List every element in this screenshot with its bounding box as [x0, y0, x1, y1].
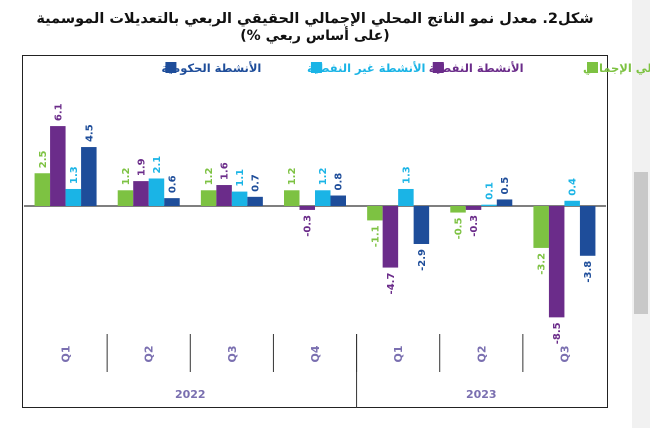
bar-value-label: -0.3	[469, 215, 480, 237]
bar	[50, 126, 66, 206]
bar	[65, 188, 82, 206]
x-tick-label: Q4	[309, 345, 322, 362]
bar-value-label: 1.2	[318, 168, 329, 186]
bar-value-label: 1.6	[220, 162, 231, 180]
bar-value-label: 0.1	[485, 182, 496, 200]
legend-swatch	[432, 62, 444, 73]
bar-value-label: 1.3	[69, 166, 80, 184]
bar-value-label: 1.3	[401, 166, 412, 184]
bar-value-label: 0.6	[167, 175, 178, 193]
bar-value-label: 2.1	[152, 156, 163, 174]
bar	[496, 199, 513, 206]
bar	[465, 206, 482, 210]
bar-value-label: 0.5	[500, 177, 511, 195]
bar	[548, 206, 565, 318]
bar-value-label: -0.5	[454, 218, 465, 240]
legend-label: الناتج المحلي الإجمالي	[583, 61, 650, 75]
bar-value-label: -3.8	[583, 261, 594, 283]
x-tick-label: Q1	[60, 345, 73, 362]
bar	[34, 173, 51, 206]
bar	[148, 178, 165, 206]
bar-value-label: -0.3	[303, 215, 314, 237]
legend-label: الأنشطة النفطية	[429, 61, 524, 75]
x-tick-label: Q2	[475, 345, 488, 362]
bar	[481, 204, 497, 206]
bar	[284, 190, 300, 206]
x-tick-label: Q3	[558, 345, 571, 362]
bar	[133, 181, 149, 206]
bar-value-label: 1.1	[235, 169, 246, 187]
bar	[299, 206, 315, 210]
bar	[247, 196, 263, 206]
x-tick-label: Q1	[392, 345, 405, 362]
year-group-label: 2022	[175, 388, 206, 401]
bar-value-label: 4.5	[84, 124, 95, 142]
bar	[450, 206, 466, 213]
chart-frame	[22, 55, 608, 408]
bar	[367, 206, 383, 221]
bar-value-label: 1.9	[136, 158, 147, 176]
bar	[200, 190, 217, 206]
bar	[398, 188, 414, 206]
x-tick-label: Q3	[226, 345, 239, 362]
bar-value-label: -3.2	[537, 253, 548, 275]
bar	[330, 195, 346, 206]
year-group-label: 2023	[466, 388, 497, 401]
bar-value-label: -4.7	[386, 273, 397, 295]
scrollbar-thumb[interactable]	[634, 172, 648, 314]
bar-value-label: 1.2	[287, 168, 298, 186]
bar	[231, 191, 248, 206]
bar	[216, 185, 232, 206]
bar-value-label: 1.2	[204, 168, 215, 186]
bar-value-label: 0.7	[251, 174, 262, 192]
bar	[117, 190, 134, 206]
chart-title: شكل2. معدل نمو الناتج المحلي الإجمالي ال…	[36, 11, 594, 27]
bar-value-label: 2.5	[38, 150, 49, 168]
bar	[81, 147, 97, 206]
legend-swatch	[587, 62, 598, 73]
bar-value-label: -2.9	[417, 249, 428, 271]
legend-swatch	[165, 62, 177, 73]
bar	[164, 198, 180, 206]
bar	[315, 190, 331, 206]
bar-value-label: 6.1	[53, 103, 64, 121]
legend-label: الأنشطة الحكومية	[161, 61, 261, 76]
bar-value-label: 0.4	[568, 178, 579, 196]
x-tick-label: Q2	[143, 345, 156, 362]
chart-subtitle: (على أساس ربعي %)	[240, 28, 390, 44]
bar	[579, 206, 596, 256]
bar-value-label: 0.8	[334, 173, 345, 191]
bar	[533, 206, 549, 248]
bar-value-label: 1.2	[121, 168, 132, 186]
bar-value-label: -1.1	[370, 225, 381, 247]
legend-label: الأنشطة غير النفطية	[307, 61, 426, 75]
bar	[564, 200, 580, 206]
bar-value-label: -8.5	[552, 322, 563, 344]
bar	[382, 206, 399, 268]
legend-swatch	[310, 62, 322, 73]
bar	[413, 206, 430, 244]
